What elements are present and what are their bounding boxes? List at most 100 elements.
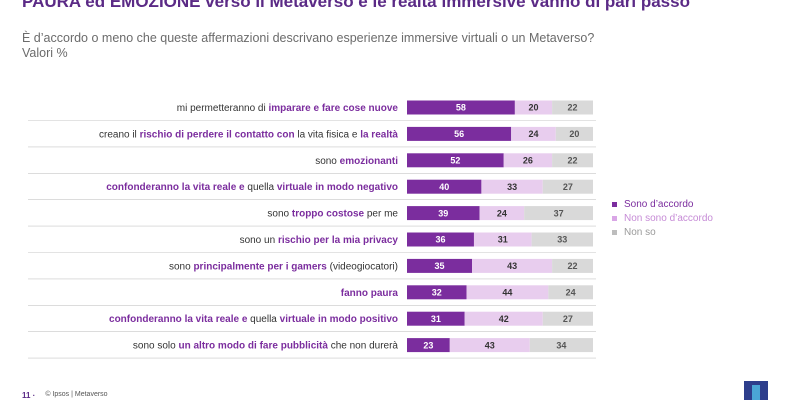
page-number: 11 · <box>22 391 36 400</box>
row-label-text: quella <box>245 182 277 193</box>
data-label: 39 <box>438 208 448 218</box>
bar-segment <box>514 100 553 115</box>
bar-segment <box>407 179 482 194</box>
bar-segment <box>555 126 593 141</box>
bar-segment <box>552 258 593 273</box>
data-label: 37 <box>554 208 564 218</box>
bar-segment <box>542 311 593 326</box>
data-label: 35 <box>435 261 445 271</box>
row-label: confonderanno la vita reale e quella vir… <box>106 182 398 193</box>
row-label-highlight: confonderanno la vita reale e <box>106 182 245 193</box>
row-label-text: sono <box>267 209 291 220</box>
row-label-highlight: virtuale in modo positivo <box>280 314 398 325</box>
data-label: 31 <box>498 235 508 245</box>
legend-swatch-disagree <box>612 215 617 221</box>
legend-swatch-agree <box>612 201 617 207</box>
footer-source: © Ipsos | Metaverso <box>45 391 108 398</box>
data-label: 22 <box>568 261 578 271</box>
data-label: 26 <box>523 156 533 166</box>
row-label-highlight: principalmente per i gamers <box>193 261 327 272</box>
row-label-text: sono <box>315 156 339 167</box>
bar-segment <box>449 338 530 353</box>
row-label-text: che non durerà <box>328 341 398 352</box>
bar-segment <box>511 126 556 141</box>
row-label-text: (videogiocatori) <box>327 261 398 272</box>
bar-segment <box>407 126 512 141</box>
bar-segment <box>542 179 593 194</box>
row-label-highlight: rischio di perdere il contatto con <box>140 129 295 140</box>
data-label: 40 <box>439 182 449 192</box>
legend-label-agree: Sono d’accordo <box>624 198 694 210</box>
row-label-highlight: emozionanti <box>340 156 399 167</box>
subtitle-unit: Valori % <box>22 46 68 60</box>
row-label-text: creano il <box>99 129 140 140</box>
row-label-highlight: confonderanno la vita reale e <box>109 314 248 325</box>
bar-segment <box>552 100 593 115</box>
row-label: sono emozionanti <box>315 156 398 167</box>
footer: 11 · © Ipsos | Metaverso <box>22 391 108 400</box>
bar-segment <box>407 311 465 326</box>
subtitle-question: È d’accordo o meno che queste affermazio… <box>22 31 595 45</box>
bar-segment <box>407 100 515 115</box>
row-label-highlight: la realtà <box>360 129 398 140</box>
bar-segment <box>531 232 593 247</box>
bar-segment <box>407 153 504 168</box>
legend-label-disagree: Non sono d’accordo <box>624 212 713 224</box>
row-label: confonderanno la vita reale e quella vir… <box>109 314 398 325</box>
row-label: sono un rischio per la mia privacy <box>240 235 399 246</box>
bar-segment <box>472 258 553 273</box>
data-label: 43 <box>507 261 517 271</box>
data-label: 20 <box>569 129 579 139</box>
data-label: 34 <box>556 340 566 350</box>
bar-segment <box>481 179 543 194</box>
bar-segment <box>503 153 553 168</box>
page-title: PAURA ed EMOZIONE verso il Metaverso e l… <box>22 0 690 11</box>
bar-segment <box>407 338 450 353</box>
chart-legend: Sono d’accordo Non sono d’accordo Non so <box>612 197 713 239</box>
data-label: 20 <box>528 103 538 113</box>
bar-segment <box>466 285 549 300</box>
data-label: 27 <box>563 182 573 192</box>
row-label-text: per me <box>364 209 398 220</box>
data-label: 23 <box>423 340 433 350</box>
data-label: 36 <box>435 235 445 245</box>
data-label: 52 <box>450 156 460 166</box>
data-label: 33 <box>557 235 567 245</box>
data-label: 42 <box>499 314 509 324</box>
legend-swatch-dontknow <box>612 229 617 235</box>
row-label-highlight: virtuale in modo negativo <box>277 182 398 193</box>
data-label: 24 <box>528 129 538 139</box>
legend-item-agree: Sono d’accordo <box>612 197 713 211</box>
row-label-text: sono un <box>240 235 278 246</box>
data-label: 24 <box>497 208 507 218</box>
data-label: 56 <box>454 129 464 139</box>
bar-segment <box>548 285 593 300</box>
row-label-text: sono solo <box>133 341 179 352</box>
row-label: mi permetteranno di imparare e fare cose… <box>177 103 399 114</box>
data-label: 33 <box>507 182 517 192</box>
bar-segment <box>464 311 543 326</box>
bar-segment <box>407 285 467 300</box>
data-label: 31 <box>431 314 441 324</box>
data-label: 22 <box>568 156 578 166</box>
data-label: 32 <box>432 288 442 298</box>
row-label-highlight: rischio per la mia privacy <box>278 235 398 246</box>
row-label-text: quella <box>247 314 279 325</box>
row-label: sono troppo costose per me <box>267 209 398 220</box>
row-label: fanno paura <box>341 288 399 299</box>
row-label-highlight: troppo costose <box>292 209 365 220</box>
chart-subtitle: È d’accordo o meno che queste affermazio… <box>22 31 762 61</box>
bar-segment <box>529 338 593 353</box>
legend-item-dontknow: Non so <box>612 225 713 239</box>
bar-segment <box>473 232 532 247</box>
row-label-highlight: imparare e fare cose nuove <box>268 103 398 114</box>
row-label: creano il rischio di perdere il contatto… <box>99 129 398 140</box>
bar-segment <box>552 153 593 168</box>
row-label-text: mi permetteranno di <box>177 103 269 114</box>
legend-label-dontknow: Non so <box>624 226 656 238</box>
row-label-text: sono <box>169 261 193 272</box>
row-label: sono principalmente per i gamers (videog… <box>169 261 398 272</box>
bar-segment <box>407 206 480 221</box>
bar-segment <box>524 206 593 221</box>
